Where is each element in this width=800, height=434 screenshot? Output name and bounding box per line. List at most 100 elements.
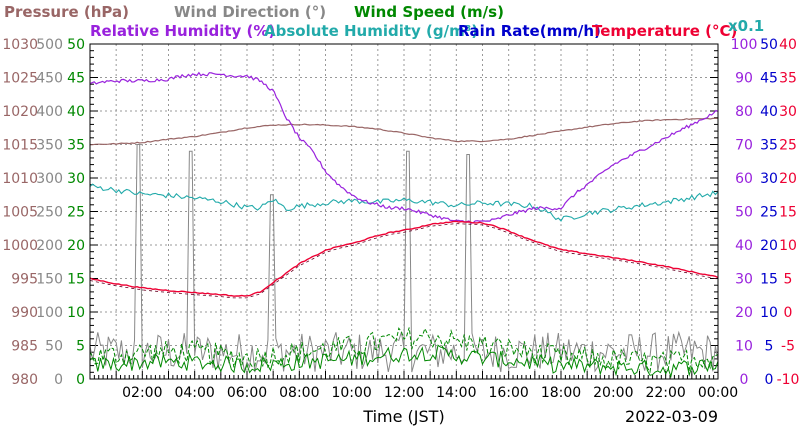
y-tick-humidity: 20 <box>735 305 753 321</box>
grid <box>90 44 718 379</box>
title-humidity: Relative Humidity (%) <box>90 22 275 40</box>
title-temperature: Temperature (°C) <box>592 22 737 40</box>
y-tick-pressure: 1015 <box>2 138 38 154</box>
series-abs-humidity <box>89 183 719 222</box>
y-tick-pressure: 1010 <box>2 171 38 187</box>
y-tick-temperature: 20 <box>779 171 797 187</box>
y-tick-temperature: 25 <box>779 138 797 154</box>
y-tick-temperature: 5 <box>784 272 793 288</box>
y-tick-rain: 35 <box>760 138 778 154</box>
y-tick-wind-speed: 25 <box>67 205 85 221</box>
y-tick-wind-speed: 10 <box>67 305 85 321</box>
y-tick-pressure: 980 <box>11 372 38 388</box>
y-tick-rain: 10 <box>760 305 778 321</box>
y-tick-wind-direction: 350 <box>36 138 63 154</box>
chart-date: 2022-03-09 <box>625 407 718 426</box>
x-tick-label: 14:00 <box>436 385 476 401</box>
x-axis: 02:00 04:00 06:00 08:00 10:00 12:00 14:00 16:00… <box>89 371 738 401</box>
plot-frame <box>89 43 719 380</box>
y-tick-temperature: 15 <box>779 205 797 221</box>
title-abs-humidity: Absolute Humidity (g/m³) <box>264 22 478 40</box>
series-temperature <box>89 220 719 297</box>
y-tick-humidity: 80 <box>735 104 753 120</box>
y-tick-pressure: 990 <box>11 305 38 321</box>
y-tick-wind-direction: 400 <box>36 104 63 120</box>
y-tick-humidity: 10 <box>735 339 753 355</box>
y-tick-pressure: 1000 <box>2 238 38 254</box>
y-tick-temperature: 35 <box>779 71 797 87</box>
y-tick-humidity: 30 <box>735 272 753 288</box>
y-tick-humidity: 50 <box>735 205 753 221</box>
y-tick-wind-speed: 45 <box>67 71 85 87</box>
y-tick-humidity: 40 <box>735 238 753 254</box>
y-tick-temperature: -10 <box>777 372 800 388</box>
x-tick-label: 10:00 <box>331 385 371 401</box>
y-tick-pressure: 1030 <box>2 37 38 53</box>
y-tick-wind-direction: 150 <box>36 272 63 288</box>
x-tick-label: 08:00 <box>279 385 319 401</box>
y-tick-rain: 45 <box>760 71 778 87</box>
x-tick-label: 06:00 <box>227 385 267 401</box>
y-tick-rain: 15 <box>760 272 778 288</box>
x-tick-label: 18:00 <box>541 385 581 401</box>
y-tick-pressure: 985 <box>11 339 38 355</box>
y-tick-wind-speed: 20 <box>67 238 85 254</box>
y-tick-wind-speed: 35 <box>67 138 85 154</box>
y-tick-humidity: 90 <box>735 71 753 87</box>
title-wind-speed: Wind Speed (m/s) <box>354 3 504 21</box>
y-tick-rain: 20 <box>760 238 778 254</box>
y-tick-rain: 5 <box>765 339 774 355</box>
y-tick-rain: 40 <box>760 104 778 120</box>
y-tick-wind-direction: 250 <box>36 205 63 221</box>
y-tick-temperature: -5 <box>781 339 795 355</box>
y-tick-temperature: 0 <box>784 305 793 321</box>
y-tick-wind-speed: 30 <box>67 171 85 187</box>
y-tick-wind-speed: 0 <box>76 372 85 388</box>
y-tick-wind-direction: 0 <box>54 372 63 388</box>
series-wind-speed <box>89 344 719 379</box>
y-tick-humidity: 0 <box>740 372 749 388</box>
x-tick-label: 16:00 <box>488 385 528 401</box>
y-tick-wind-direction: 100 <box>36 305 63 321</box>
y-tick-wind-speed: 5 <box>76 339 85 355</box>
title-rain-scale: x0.1 <box>728 17 764 35</box>
y-tick-wind-direction: 500 <box>36 37 63 53</box>
y-tick-wind-direction: 300 <box>36 171 63 187</box>
x-tick-label: 20:00 <box>593 385 633 401</box>
y-tick-pressure: 1025 <box>2 71 38 87</box>
y-tick-wind-speed: 50 <box>67 37 85 53</box>
y-tick-rain: 0 <box>765 372 774 388</box>
title-pressure: Pressure (hPa) <box>4 3 129 21</box>
title-rain: Rain Rate(mm/h) <box>458 22 601 40</box>
y-tick-rain: 50 <box>760 37 778 53</box>
x-tick-label: 02:00 <box>122 385 162 401</box>
title-wind-direction: Wind Direction (°) <box>174 3 326 21</box>
y-tick-pressure: 1005 <box>2 205 38 221</box>
y-tick-wind-direction: 450 <box>36 71 63 87</box>
series-wind-gust <box>89 327 719 374</box>
y-tick-humidity: 100 <box>731 37 758 53</box>
y-tick-pressure: 995 <box>11 272 38 288</box>
x-tick-label: 04:00 <box>174 385 214 401</box>
y-tick-rain: 30 <box>760 171 778 187</box>
y-tick-wind-speed: 40 <box>67 104 85 120</box>
x-tick-label: 00:00 <box>698 385 738 401</box>
y-tick-temperature: 30 <box>779 104 797 120</box>
plot-series <box>89 71 719 379</box>
series-humidity <box>89 71 719 224</box>
y-tick-humidity: 70 <box>735 138 753 154</box>
y-tick-wind-direction: 200 <box>36 238 63 254</box>
series-temperature-dashed <box>89 223 719 299</box>
x-tick-label: 22:00 <box>645 385 685 401</box>
y-tick-pressure: 1020 <box>2 104 38 120</box>
x-tick-label: 12:00 <box>384 385 424 401</box>
y-tick-humidity: 60 <box>735 171 753 187</box>
y-tick-temperature: 40 <box>779 37 797 53</box>
y-tick-wind-speed: 15 <box>67 272 85 288</box>
x-axis-label: Time (JST) <box>362 407 444 426</box>
y-tick-rain: 25 <box>760 205 778 221</box>
series-pressure <box>89 117 719 146</box>
y-tick-wind-direction: 50 <box>45 339 63 355</box>
y-tick-temperature: 10 <box>779 238 797 254</box>
